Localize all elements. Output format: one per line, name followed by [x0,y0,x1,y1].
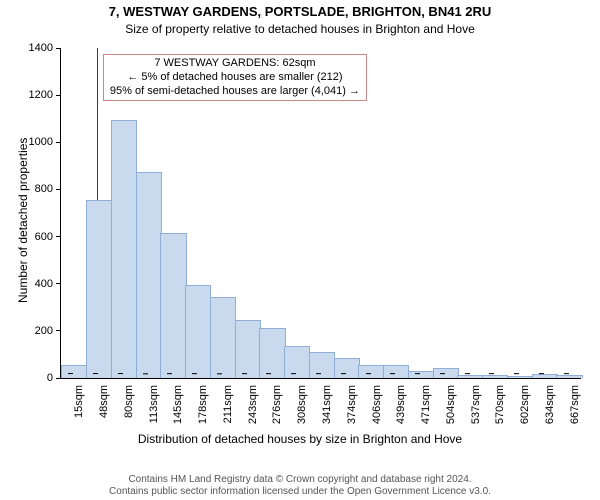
x-tick: 48sqm [98,378,110,418]
x-tick: 634sqm [544,378,556,424]
histogram-bar [334,358,360,378]
x-axis-label: Distribution of detached houses by size … [0,432,600,446]
x-tick: 439sqm [395,378,407,424]
annotation-line-1: 7 WESTWAY GARDENS: 62sqm [110,57,360,71]
y-tick: 800 [35,183,61,195]
x-tick: 211sqm [222,378,234,423]
histogram-bar [433,368,459,378]
x-tick: 406sqm [371,378,383,424]
histogram-bar [309,352,335,378]
x-tick: 374sqm [346,378,358,424]
x-tick: 602sqm [519,378,531,424]
histogram-bar [210,297,236,378]
annotation-line-2: ← 5% of detached houses are smaller (212… [110,71,360,85]
histogram-bar [86,200,112,378]
histogram-bar [61,365,87,378]
x-tick: 178sqm [197,378,209,424]
chart-title: 7, WESTWAY GARDENS, PORTSLADE, BRIGHTON,… [0,4,600,19]
y-axis-label: Number of detached properties [16,138,30,303]
y-tick: 1200 [29,89,61,101]
annotation-line-3: 95% of semi-detached houses are larger (… [110,85,360,99]
x-tick: 308sqm [296,378,308,424]
footer-line-1: Contains HM Land Registry data © Crown c… [0,474,600,486]
y-tick: 400 [35,278,61,290]
y-tick: 0 [47,372,61,384]
x-tick: 145sqm [172,378,184,424]
histogram-bar [160,233,186,378]
histogram-bar [235,320,261,378]
x-tick: 15sqm [73,378,85,418]
histogram-chart: 7, WESTWAY GARDENS, PORTSLADE, BRIGHTON,… [0,0,600,500]
x-tick: 113sqm [148,378,160,423]
x-tick: 667sqm [569,378,581,424]
y-tick: 600 [35,231,61,243]
x-tick: 243sqm [247,378,259,424]
histogram-bar [136,172,162,378]
footer-line-2: Contains public sector information licen… [0,486,600,498]
y-tick: 1000 [29,136,61,148]
x-tick: 471sqm [420,378,432,424]
x-tick: 570sqm [494,378,506,424]
plot-area: 020040060080010001200140015sqm48sqm80sqm… [60,48,581,379]
x-tick: 341sqm [321,378,333,424]
histogram-bar [185,285,211,378]
histogram-bar [284,346,310,378]
x-tick: 537sqm [470,378,482,424]
histogram-bar [111,120,137,378]
x-tick: 276sqm [271,378,283,424]
chart-subtitle: Size of property relative to detached ho… [0,22,600,36]
y-tick: 1400 [29,42,61,54]
annotation-box: 7 WESTWAY GARDENS: 62sqm ← 5% of detache… [103,54,367,101]
histogram-bar [383,365,409,378]
histogram-bar [259,328,285,379]
chart-footer: Contains HM Land Registry data © Crown c… [0,474,600,498]
y-tick: 200 [35,325,61,337]
histogram-bar [358,365,384,378]
x-tick: 80sqm [123,378,135,418]
x-tick: 504sqm [445,378,457,424]
histogram-bar [408,371,434,378]
